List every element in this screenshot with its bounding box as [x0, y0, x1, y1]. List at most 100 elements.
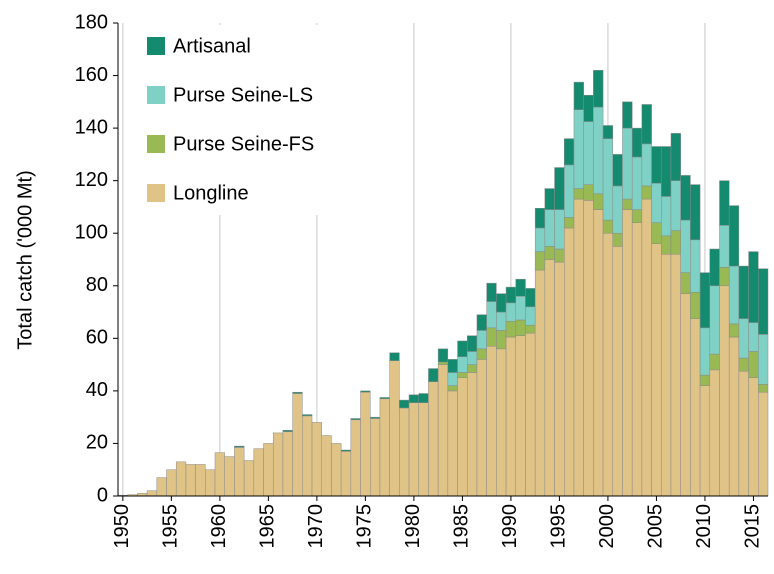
bar-segment: [369, 418, 381, 497]
bar-segment: [146, 490, 158, 497]
bar-segment: [534, 208, 546, 229]
x-tick-label: 1980: [402, 504, 424, 549]
bar-segment: [573, 198, 584, 497]
bar-segment: [690, 239, 701, 293]
bar-segment: [719, 225, 730, 268]
y-tick-label: 140: [75, 116, 108, 138]
bar-segment: [544, 188, 555, 210]
bar-segment: [758, 268, 769, 335]
bar-segment: [505, 336, 517, 497]
bar-segment: [554, 248, 565, 263]
bar-segment: [369, 416, 381, 419]
bar-segment: [602, 232, 614, 497]
bar-segment: [447, 359, 458, 373]
bar-segment: [661, 235, 672, 255]
bar-segment: [583, 121, 594, 185]
bar-segment: [709, 369, 720, 497]
bar-segment: [350, 419, 361, 497]
bar-segment: [505, 321, 517, 338]
bar-segment: [486, 327, 497, 347]
bar-segment: [758, 391, 769, 497]
bar-segment: [525, 324, 536, 334]
bar-segment: [282, 431, 293, 497]
bar-segment: [758, 384, 769, 393]
bar-segment: [486, 301, 497, 329]
bar-segment: [515, 278, 526, 297]
bar-segment: [690, 184, 701, 241]
bar-segment: [593, 70, 604, 108]
bar-segment: [631, 127, 643, 158]
bar-segment: [554, 261, 565, 497]
bar-segment: [195, 464, 206, 497]
bar-segment: [612, 246, 623, 497]
bar-segment: [631, 156, 643, 210]
bar-segment: [554, 209, 565, 250]
bar-segment: [467, 372, 478, 497]
legend-label: Purse Seine-FS: [173, 133, 314, 155]
legend-label: Purse Seine-LS: [173, 84, 313, 106]
bar-segment: [728, 336, 740, 497]
legend-background: [130, 25, 360, 215]
bar-segment: [573, 81, 584, 110]
bar-segment: [680, 272, 691, 294]
x-tick-label: 2005: [645, 504, 667, 549]
y-tick-label: 0: [97, 484, 108, 506]
bar-segment: [515, 296, 526, 321]
bar-segment: [738, 318, 749, 359]
bar-segment: [641, 185, 652, 200]
bar-segment: [408, 402, 419, 497]
bar-segment: [534, 227, 546, 252]
bar-segment: [263, 443, 274, 497]
bar-segment: [738, 265, 749, 319]
bar-segment: [728, 265, 740, 325]
x-tick-label: 2000: [596, 504, 618, 549]
x-tick-label: 1965: [257, 504, 279, 549]
bar-segment: [418, 402, 429, 497]
bar-segment: [534, 269, 546, 497]
bar-segment: [457, 340, 468, 357]
bar-segment: [641, 143, 652, 187]
bar-segment: [175, 461, 187, 497]
bar-segment: [709, 353, 720, 371]
bar-segment: [641, 198, 652, 497]
bar-segment: [670, 253, 681, 497]
bar-segment: [476, 330, 487, 350]
bar-segment: [748, 322, 759, 352]
bar-segment: [253, 448, 264, 497]
bar-segment: [583, 200, 594, 497]
bar-segment: [292, 393, 303, 497]
bar-segment: [457, 356, 468, 373]
bar-segment: [544, 246, 555, 260]
bar-segment: [651, 222, 662, 244]
bar-segment: [185, 464, 196, 497]
bar-segment: [292, 391, 303, 394]
legend-swatch: [147, 86, 165, 104]
bar-segment: [699, 272, 711, 329]
bar-segment: [525, 332, 536, 497]
x-tick-label: 1970: [305, 504, 327, 549]
x-tick-label: 1990: [499, 504, 521, 549]
y-tick-label: 120: [75, 169, 108, 191]
bar-segment: [302, 415, 313, 497]
bar-segment: [234, 445, 245, 448]
bar-segment: [389, 360, 400, 497]
bar-segment: [622, 127, 633, 200]
bar-segment: [564, 164, 575, 218]
bar-segment: [631, 222, 643, 497]
bar-segment: [728, 323, 740, 338]
bar-segment: [719, 285, 730, 497]
bar-segment: [350, 418, 361, 421]
bar-segment: [205, 469, 216, 497]
x-tick-label: 1950: [111, 504, 133, 549]
bar-segment: [602, 125, 614, 139]
x-tick-label: 2010: [693, 504, 715, 549]
legend-swatch: [147, 37, 165, 55]
bar-segment: [738, 370, 749, 497]
bar-segment: [622, 198, 633, 210]
bar-segment: [573, 109, 584, 189]
bar-segment: [447, 385, 458, 392]
bar-segment: [661, 253, 672, 497]
bar-segment: [709, 248, 720, 287]
bar-segment: [214, 452, 225, 497]
bar-segment: [447, 390, 458, 497]
